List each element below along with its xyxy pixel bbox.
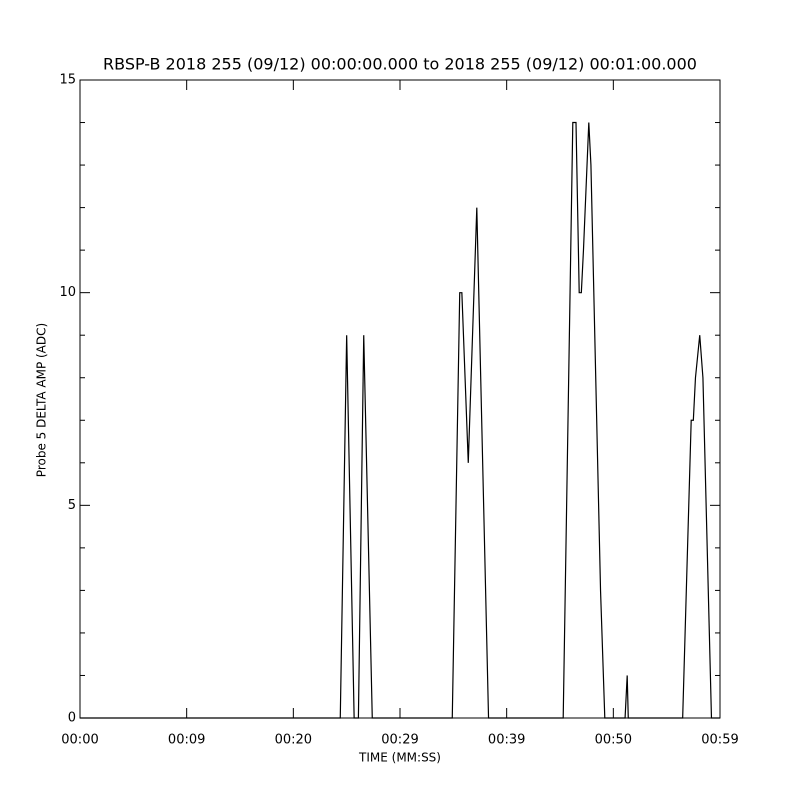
x-tick-label: 00:39 bbox=[488, 733, 525, 748]
x-tick-label: 00:29 bbox=[381, 733, 418, 748]
y-tick-label: 0 bbox=[68, 711, 76, 726]
x-tick-label: 00:09 bbox=[168, 733, 205, 748]
x-tick-label: 00:20 bbox=[275, 733, 312, 748]
x-tick-label: 00:59 bbox=[701, 733, 738, 748]
y-axis-label: Probe 5 DELTA AMP (ADC) bbox=[35, 323, 49, 477]
y-tick-label: 15 bbox=[59, 73, 76, 88]
y-tick-label: 10 bbox=[59, 285, 76, 300]
chart-title: RBSP-B 2018 255 (09/12) 00:00:00.000 to … bbox=[103, 55, 697, 74]
y-tick-label: 5 bbox=[68, 498, 76, 513]
x-tick-label: 00:50 bbox=[595, 733, 632, 748]
data-line bbox=[80, 121, 720, 719]
x-axis-label: TIME (MM:SS) bbox=[358, 751, 441, 765]
x-tick-label: 00:00 bbox=[61, 733, 98, 748]
